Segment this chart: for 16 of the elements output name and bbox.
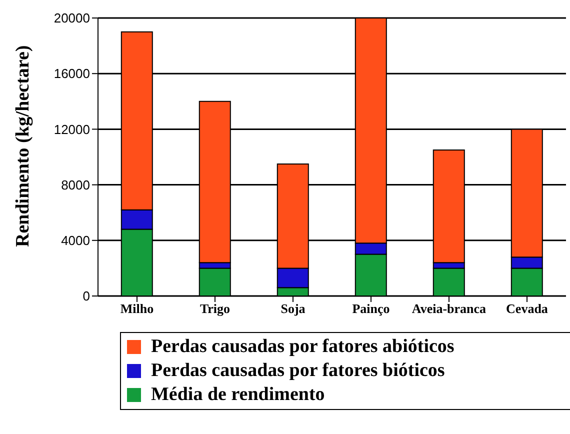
y-tick-label: 4000 [61,233,90,248]
y-tick-label: 8000 [61,177,90,192]
legend-label: Perdas causadas por fatores abióticos [151,336,454,358]
x-tick-label: Milho [120,301,154,316]
y-axis-title: Rendimento (kg/hectare) [12,45,34,247]
y-tick-label: 0 [82,288,90,304]
x-tick-label: Cevada [506,301,548,316]
x-tick-label: Soja [280,301,306,316]
y-tick-label: 20000 [54,10,90,26]
y-tick-label: 12000 [54,122,90,137]
legend-label: Perdas causadas por fatores bióticos [151,360,445,382]
x-tick-label: Painço [352,301,390,316]
x-tick-label: Trigo [200,301,230,316]
y-tick-label: 16000 [54,66,90,82]
legend-label: Média de rendimento [151,384,325,406]
x-tick-label: Aveia-branca [412,301,487,316]
